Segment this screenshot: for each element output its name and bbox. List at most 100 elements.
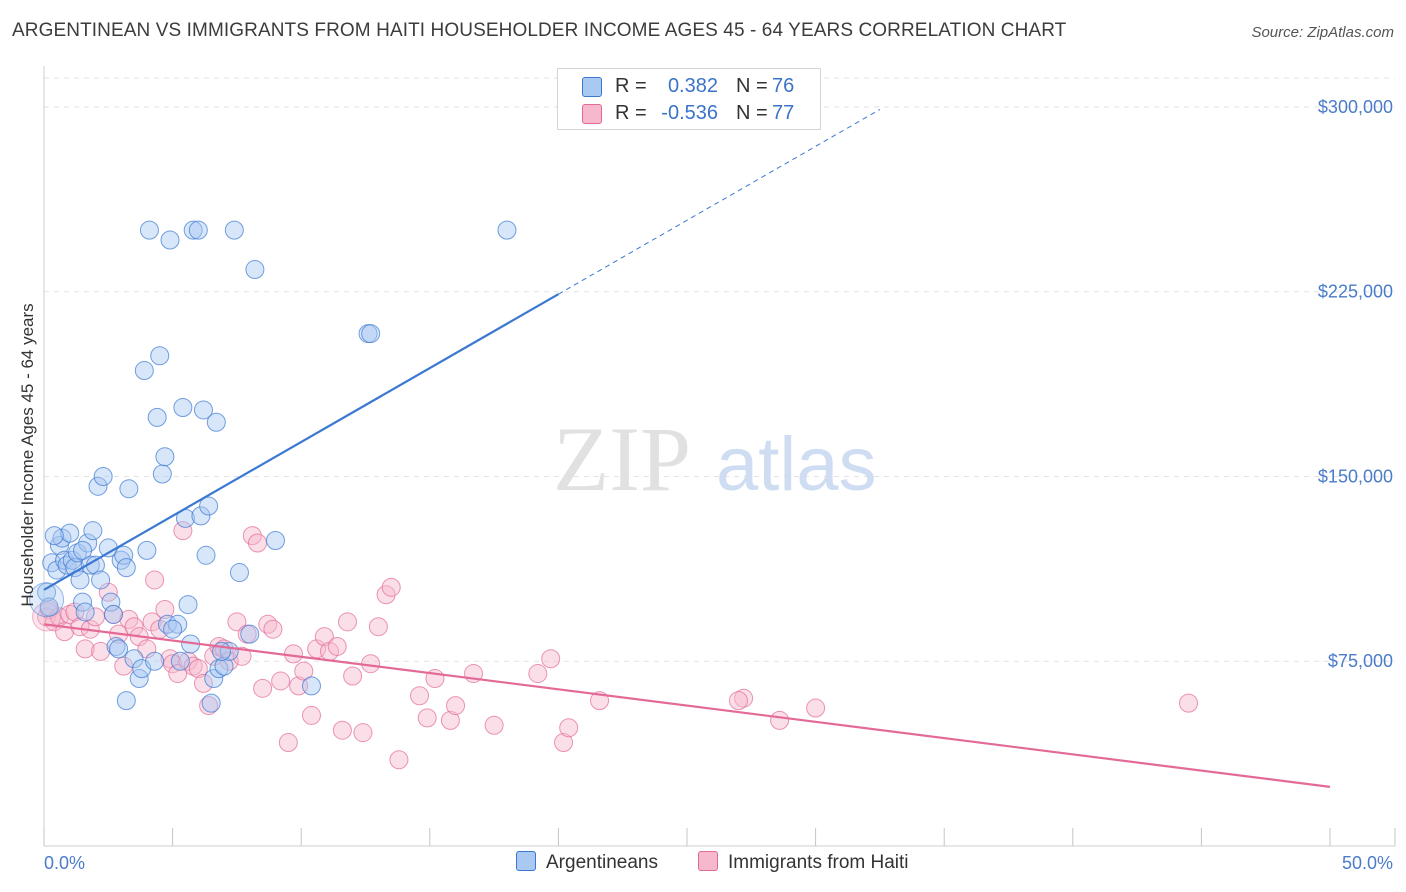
argentinean-point — [147, 407, 167, 427]
haiti-trend-line — [43, 623, 1331, 788]
argentinean-point — [183, 220, 203, 240]
haiti-point — [155, 600, 175, 620]
haiti-point — [271, 671, 291, 691]
haiti-point — [232, 646, 252, 666]
argentinean-point — [67, 543, 87, 563]
r-label: R = — [615, 75, 647, 97]
argentinean-point — [119, 479, 139, 499]
legend-item-argentineans: Argentineans — [516, 851, 658, 874]
haiti-point — [559, 718, 579, 738]
haiti-point — [806, 698, 826, 718]
argentinean-point — [29, 582, 65, 618]
argentinean-point — [196, 545, 216, 565]
haiti-point — [193, 673, 213, 693]
argentinean-point — [191, 506, 211, 526]
haiti-point — [332, 720, 352, 740]
haiti-point — [327, 636, 347, 656]
argentinean-point — [116, 691, 136, 711]
argentinean-point — [204, 668, 224, 688]
y-tick-label: $300,000 — [1318, 97, 1393, 117]
legend-row-haiti: R = -0.536 N = 77 — [558, 100, 822, 128]
argentinean-point — [114, 545, 134, 565]
argentinean-point — [152, 464, 172, 484]
haiti-point — [446, 696, 466, 716]
argentinean-point — [93, 466, 113, 486]
argentinean-trend-extension — [558, 108, 881, 295]
argentinean-point — [106, 636, 126, 656]
haiti-point — [353, 723, 373, 743]
correlation-legend: R = 0.382 N = 76 R = -0.536 N = 77 — [557, 68, 821, 130]
legend-row-argentineans: R = 0.382 N = 76 — [558, 73, 822, 101]
n-value: 76 — [772, 75, 795, 97]
argentinean-point — [178, 595, 198, 615]
haiti-point — [541, 649, 561, 669]
haiti-point — [417, 708, 437, 728]
haiti-point — [294, 661, 314, 681]
haiti-point — [278, 733, 298, 753]
legend-label: Argentineans — [546, 852, 658, 873]
haiti-point — [337, 612, 357, 632]
argentinean-point — [88, 476, 108, 496]
x-tick-labels: 0.0% 50.0% — [44, 853, 1393, 873]
argentinean-point — [75, 602, 95, 622]
series-legend: Argentineans Immigrants from Haiti — [0, 851, 1406, 877]
argentinean-point — [240, 624, 260, 644]
axes — [43, 66, 1396, 847]
n-value: 77 — [772, 102, 795, 124]
haiti-point — [183, 656, 203, 676]
haiti-point — [199, 696, 219, 716]
haiti-point — [368, 617, 388, 637]
argentinean-point — [70, 570, 90, 590]
argentinean-point — [188, 220, 208, 240]
haiti-point — [65, 602, 85, 622]
blue-swatch — [582, 77, 602, 97]
watermark: ZIP atlas — [553, 408, 877, 510]
argentinean-point — [265, 531, 285, 551]
haiti-point — [263, 619, 283, 639]
argentinean-point — [214, 656, 234, 676]
argentinean-point — [173, 397, 193, 417]
haiti-point — [188, 659, 208, 679]
haiti-point — [528, 664, 548, 684]
blue-swatch — [516, 851, 536, 871]
haiti-point — [142, 612, 162, 632]
argentinean-point — [124, 649, 144, 669]
argentinean-point — [150, 346, 170, 366]
argentinean-point — [37, 582, 57, 602]
argentinean-point — [497, 220, 517, 240]
watermark-zip: ZIP — [553, 408, 691, 510]
argentinean-point — [137, 540, 157, 560]
haiti-point — [484, 715, 504, 735]
haiti-point — [343, 666, 363, 686]
argentinean-point — [170, 651, 190, 671]
argentinean-point — [245, 260, 265, 280]
haiti-point — [145, 570, 165, 590]
argentinean-point — [229, 563, 249, 583]
argentinean-point — [60, 523, 80, 543]
y-tick-label: $225,000 — [1318, 282, 1393, 302]
argentinean-trend-line — [43, 293, 559, 591]
haiti-point — [168, 664, 188, 684]
argentinean-point — [361, 324, 381, 344]
argentinean-point — [301, 676, 321, 696]
haiti-point — [728, 691, 748, 711]
argentinean-point — [49, 535, 69, 555]
haiti-point — [253, 678, 273, 698]
argentinean-point — [116, 558, 136, 578]
argentinean-points — [29, 220, 517, 713]
haiti-point — [770, 710, 790, 730]
chart-title: ARGENTINEAN VS IMMIGRANTS FROM HAITI HOU… — [12, 20, 1067, 41]
argentinean-point — [83, 521, 103, 541]
y-tick-labels: $75,000 $150,000 $225,000 $300,000 — [1318, 97, 1393, 671]
n-label: N = — [736, 102, 768, 124]
y-tick-label: $150,000 — [1318, 466, 1393, 486]
haiti-point — [381, 577, 401, 597]
argentinean-point — [103, 604, 123, 624]
trend-lines — [43, 108, 1331, 788]
argentinean-point — [44, 526, 64, 546]
argentinean-point — [139, 220, 159, 240]
watermark-atlas: atlas — [716, 422, 877, 507]
argentinean-point — [224, 220, 244, 240]
chart-source: Source: ZipAtlas.com — [1251, 24, 1394, 41]
